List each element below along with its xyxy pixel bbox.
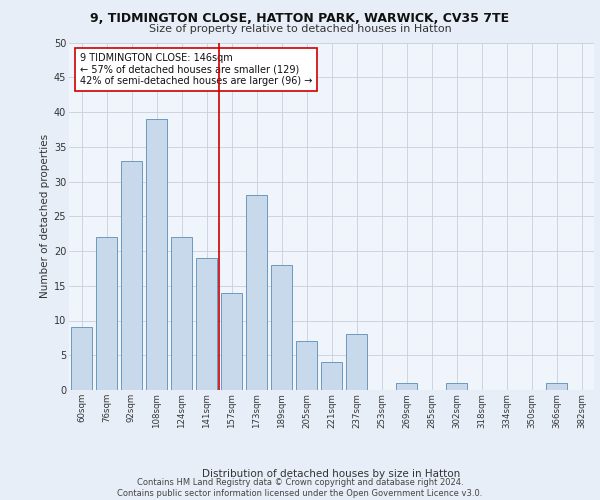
- X-axis label: Distribution of detached houses by size in Hatton: Distribution of detached houses by size …: [202, 470, 461, 480]
- Bar: [71, 328, 92, 390]
- Bar: [146, 119, 167, 390]
- Y-axis label: Number of detached properties: Number of detached properties: [40, 134, 50, 298]
- Text: 9, TIDMINGTON CLOSE, HATTON PARK, WARWICK, CV35 7TE: 9, TIDMINGTON CLOSE, HATTON PARK, WARWIC…: [91, 12, 509, 26]
- Text: 9 TIDMINGTON CLOSE: 146sqm
← 57% of detached houses are smaller (129)
42% of sem: 9 TIDMINGTON CLOSE: 146sqm ← 57% of deta…: [79, 53, 312, 86]
- Bar: [321, 362, 342, 390]
- Text: Contains HM Land Registry data © Crown copyright and database right 2024.
Contai: Contains HM Land Registry data © Crown c…: [118, 478, 482, 498]
- Bar: [446, 383, 467, 390]
- Text: Size of property relative to detached houses in Hatton: Size of property relative to detached ho…: [149, 24, 451, 34]
- Bar: [346, 334, 367, 390]
- Bar: [546, 383, 567, 390]
- Bar: [96, 237, 117, 390]
- Bar: [271, 265, 292, 390]
- Bar: [296, 342, 317, 390]
- Bar: [246, 196, 267, 390]
- Bar: [221, 292, 242, 390]
- Bar: [396, 383, 417, 390]
- Bar: [121, 160, 142, 390]
- Bar: [171, 237, 192, 390]
- Bar: [196, 258, 217, 390]
